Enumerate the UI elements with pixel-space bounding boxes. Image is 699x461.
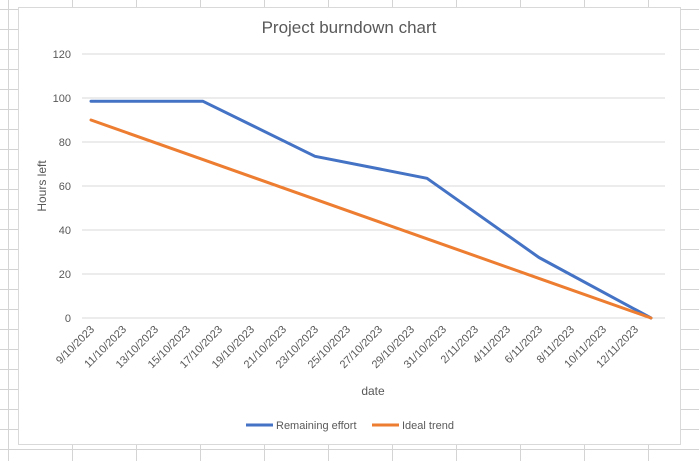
y-axis-label: Hours left	[35, 160, 49, 212]
remaining-effort-line	[89, 99, 653, 320]
series-lines	[89, 99, 653, 320]
chart-area[interactable]	[18, 7, 681, 445]
legend-item-ideal-trend: Ideal trend	[402, 420, 454, 432]
y-tick-label: 120	[53, 49, 71, 61]
ideal-trend-line	[89, 118, 653, 320]
y-tick-label: 40	[59, 225, 71, 237]
x-axis-tick-labels: 9/10/202311/10/202313/10/202315/10/20231…	[54, 324, 641, 371]
chart-title: Project burndown chart	[262, 18, 437, 37]
legend-item-remaining-effort: Remaining effort	[276, 420, 357, 432]
y-tick-label: 100	[53, 93, 71, 105]
y-tick-label: 20	[59, 269, 71, 281]
y-tick-label: 60	[59, 181, 71, 193]
y-tick-label: 0	[65, 313, 71, 325]
gridlines	[82, 53, 665, 319]
y-axis-tick-labels: 0 20 40 60 80 100 120	[53, 49, 71, 325]
legend: Remaining effort Ideal trend	[246, 420, 454, 432]
x-axis-label: date	[361, 384, 385, 398]
y-tick-label: 80	[59, 137, 71, 149]
